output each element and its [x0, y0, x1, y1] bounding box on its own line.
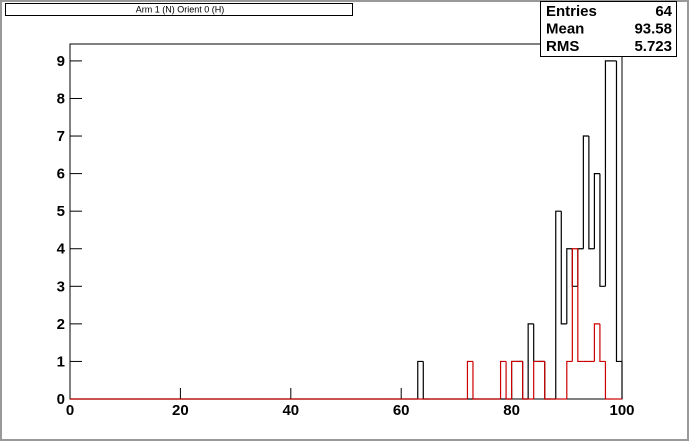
histogram-bin — [472, 361, 479, 400]
histogram-bin — [560, 211, 567, 325]
histogram-bin — [615, 60, 623, 399]
y-tick-label: 9 — [57, 53, 65, 70]
stats-label: RMS — [546, 38, 579, 55]
histogram-bin — [582, 135, 589, 249]
histogram-bin — [593, 173, 600, 249]
histogram-bin — [571, 248, 578, 362]
stats-value: 93.58 — [634, 20, 672, 37]
histogram-bin — [604, 361, 611, 400]
y-tick-label: 5 — [57, 203, 65, 220]
y-tick-label: 3 — [57, 278, 65, 295]
stats-value: 64 — [655, 3, 672, 20]
x-tick-label: 20 — [172, 402, 189, 419]
x-tick-label: 0 — [66, 402, 74, 419]
x-tick-label: 80 — [503, 402, 520, 419]
y-tick-label: 4 — [57, 241, 66, 258]
histogram-bin — [544, 361, 551, 400]
y-tick-label: 6 — [57, 166, 65, 183]
histogram-bin — [466, 360, 473, 399]
x-tick-label: 60 — [393, 402, 410, 419]
histogram-bin — [555, 210, 562, 399]
histogram-bin — [499, 360, 507, 399]
histogram-bin — [566, 248, 573, 324]
histogram-bin — [604, 60, 611, 287]
histogram-bin — [599, 173, 606, 287]
histogram-bin — [593, 323, 600, 362]
y-tick-label: 8 — [57, 90, 65, 107]
title-box — [5, 3, 353, 16]
y-tick-label: 1 — [57, 353, 65, 370]
stats-box — [540, 1, 677, 57]
stats-label: Entries — [546, 3, 597, 20]
histogram-bin — [522, 361, 529, 400]
histogram-bin — [588, 136, 595, 250]
histogram-bin — [599, 323, 606, 363]
histogram-bin — [533, 360, 540, 399]
stats-value: 5.723 — [634, 38, 672, 55]
y-tick-label: 2 — [57, 316, 65, 333]
histogram-bin — [577, 248, 584, 363]
histogram-bin — [566, 360, 573, 399]
y-tick-label: 7 — [57, 128, 65, 145]
y-tick-label: 0 — [57, 391, 65, 408]
x-tick-label: 100 — [609, 402, 634, 419]
histogram-bin — [505, 361, 512, 400]
chart-title: Arm 1 (N) Orient 0 (H) — [136, 4, 225, 14]
histogram-bin — [511, 360, 518, 399]
histogram-bin — [417, 360, 424, 399]
histogram-bin — [527, 323, 534, 399]
x-tick-label: 40 — [282, 402, 299, 419]
stats-label: Mean — [546, 20, 584, 37]
